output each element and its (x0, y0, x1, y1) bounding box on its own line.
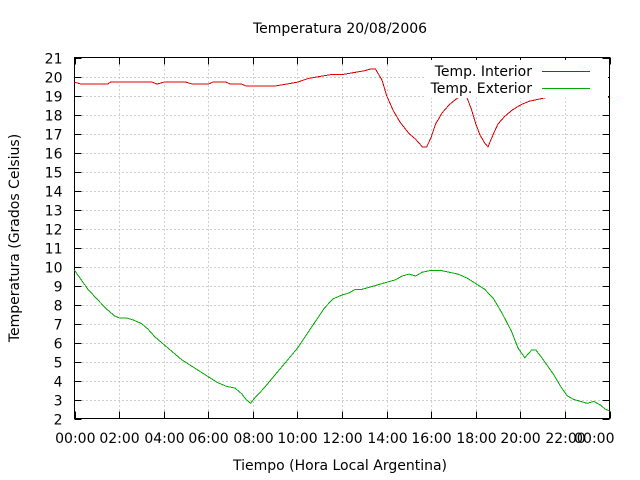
series-line-interior (74, 68, 610, 148)
grid (74, 57, 610, 419)
y-tick-label: 14 (45, 185, 63, 201)
x-tick-label: 02:00 (99, 431, 139, 447)
x-tick-label: 00:00 (55, 431, 95, 447)
y-tick-label: 16 (45, 147, 63, 163)
y-tick-label: 9 (54, 280, 63, 296)
y-tick-label: 4 (54, 375, 63, 391)
y-tick-label: 8 (54, 299, 63, 315)
x-tick-label: 16:00 (411, 431, 451, 447)
x-tick-label: 22:00 (545, 431, 585, 447)
y-tick-label: 10 (45, 261, 63, 277)
y-tick-label: 5 (54, 356, 63, 372)
x-tick-label: 08:00 (233, 431, 273, 447)
y-tick-label: 3 (54, 394, 63, 410)
y-tick-label: 12 (45, 223, 63, 239)
legend-label-interior: Temp. Interior (434, 64, 533, 80)
y-tick-label: 11 (45, 242, 63, 258)
x-axis-title: Tiempo (Hora Local Argentina) (232, 458, 447, 474)
y-tick-label: 6 (54, 337, 63, 353)
y-tick-label: 18 (45, 109, 63, 125)
legend-label-exterior: Temp. Exterior (430, 81, 533, 97)
x-tick-label: 12:00 (322, 431, 362, 447)
legend-background (424, 60, 608, 98)
x-tick-label: 18:00 (456, 431, 496, 447)
x-tick-label: 06:00 (188, 431, 228, 447)
x-tick-label: 20:00 (500, 431, 540, 447)
x-tick-label: 14:00 (367, 431, 407, 447)
x-tick-label: 10:00 (277, 431, 317, 447)
chart-title: Temperatura 20/08/2006 (252, 21, 427, 37)
legend: Temp. Interior Temp. Exterior (424, 60, 608, 98)
y-tick-label: 15 (45, 166, 63, 182)
y-tick-label: 2 (54, 413, 63, 429)
x-tick-label: 04:00 (144, 431, 184, 447)
y-tick-label: 19 (45, 90, 63, 106)
y-tick-label: 20 (45, 71, 63, 87)
y-axis-title: Temperatura (Grados Celsius) (7, 134, 23, 343)
x-tick-label: 00:00 (574, 431, 614, 447)
y-tick-label: 17 (45, 128, 63, 144)
series-lines (74, 68, 610, 412)
y-tick-label: 21 (45, 52, 63, 68)
series-line-exterior (74, 269, 610, 412)
y-tick-label: 7 (54, 318, 63, 334)
y-tick-label: 13 (45, 204, 63, 220)
